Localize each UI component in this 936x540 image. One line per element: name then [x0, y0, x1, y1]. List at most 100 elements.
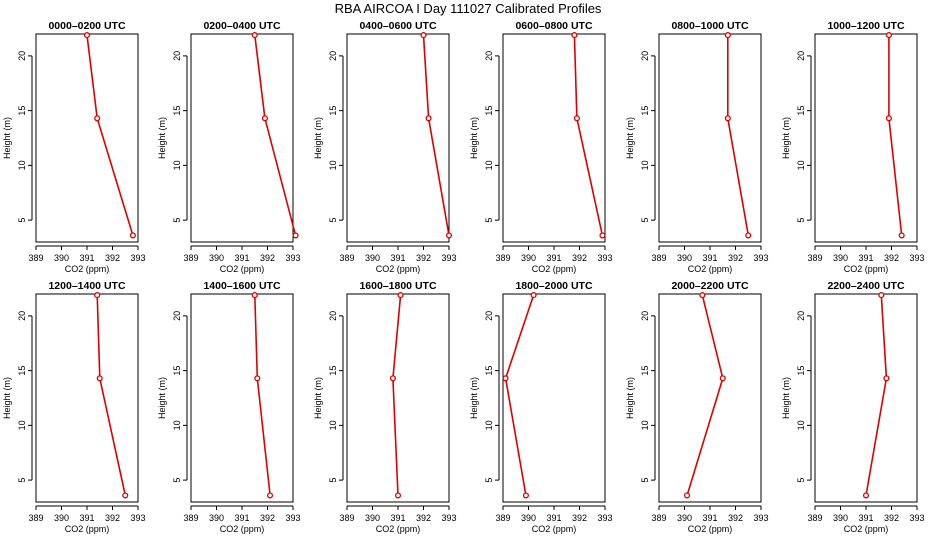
- panel-4: 0600–0800 UTC 389 390 391 392 393 CO2 (ppm) 5 10…: [469, 20, 613, 274]
- panel-title: 1800–2000 UTC: [515, 280, 592, 292]
- panel-title: 2000–2200 UTC: [671, 280, 748, 292]
- y-tick-label: 20: [484, 311, 494, 321]
- data-point: [425, 115, 432, 122]
- y-tick-label: 20: [17, 311, 27, 321]
- y-tick-label: 5: [17, 478, 27, 483]
- x-tick-label: 389: [28, 253, 43, 263]
- panel-title: 1400–1600 UTC: [203, 280, 280, 292]
- x-tick-label: 391: [858, 253, 873, 263]
- data-point: [420, 32, 427, 39]
- data-point: [878, 292, 885, 299]
- x-tick-label: 390: [365, 253, 380, 263]
- x-tick-label: 393: [441, 513, 456, 523]
- y-tick-label: 20: [17, 51, 27, 61]
- panel-title: 1200–1400 UTC: [48, 280, 125, 292]
- data-point: [599, 232, 606, 239]
- x-tick-label: 393: [753, 253, 768, 263]
- plot-frame: [658, 293, 762, 503]
- x-tick-label: 390: [677, 253, 692, 263]
- y-tick-label: 10: [328, 160, 338, 170]
- x-tick-label: 390: [209, 253, 224, 263]
- x-tick-label: 393: [909, 253, 924, 263]
- x-tick-label: 389: [339, 253, 354, 263]
- panel-title: 0800–1000 UTC: [671, 20, 748, 32]
- data-point: [129, 232, 136, 239]
- panel-12: 2200–2400 UTC 389 390 391 392 393 CO2 (ppm) 5 10…: [781, 280, 925, 534]
- x-tick-label: 392: [105, 253, 120, 263]
- y-tick-label: 15: [640, 106, 650, 116]
- y-tick-label: 15: [172, 366, 182, 376]
- x-tick-label: 391: [79, 513, 94, 523]
- x-tick-label: 389: [807, 253, 822, 263]
- plot-frame: [190, 33, 294, 243]
- x-tick-label: 389: [495, 253, 510, 263]
- y-tick-label: 10: [17, 420, 27, 430]
- y-axis-label: Height (m): [313, 117, 323, 159]
- y-tick-label: 5: [640, 218, 650, 223]
- y-tick-label: 15: [17, 366, 27, 376]
- y-tick-label: 10: [796, 420, 806, 430]
- data-point: [719, 375, 726, 382]
- profile-line: [888, 35, 903, 236]
- y-tick-label: 15: [640, 366, 650, 376]
- figure-title: RBA AIRCOA I Day 111027 Calibrated Profi…: [334, 1, 602, 16]
- plot-frame: [35, 33, 139, 243]
- y-tick-label: 20: [172, 51, 182, 61]
- panel-7: 1200–1400 UTC 389 390 391 392 393 CO2 (ppm) 5 10…: [2, 280, 146, 534]
- x-tick-label: 390: [677, 513, 692, 523]
- y-tick-label: 5: [640, 478, 650, 483]
- y-tick-label: 15: [172, 106, 182, 116]
- data-point: [251, 292, 258, 299]
- y-tick-label: 5: [484, 478, 494, 483]
- data-point: [251, 32, 258, 39]
- y-axis-label: Height (m): [781, 117, 791, 159]
- x-tick-label: 392: [416, 253, 431, 263]
- data-point: [254, 375, 261, 382]
- y-tick-label: 20: [172, 311, 182, 321]
- y-tick-label: 20: [640, 51, 650, 61]
- y-tick-label: 15: [484, 106, 494, 116]
- data-point: [573, 115, 580, 122]
- x-tick-label: 389: [339, 513, 354, 523]
- plot-frame: [502, 33, 606, 243]
- panel-11: 2000–2200 UTC 389 390 391 392 393 CO2 (ppm) 5 10…: [625, 280, 769, 534]
- x-tick-label: 393: [130, 253, 145, 263]
- panel-title: 0000–0200 UTC: [48, 20, 125, 32]
- y-tick-label: 10: [484, 160, 494, 170]
- profile-line: [392, 295, 402, 496]
- x-tick-label: 391: [546, 513, 561, 523]
- x-tick-label: 393: [597, 513, 612, 523]
- data-point: [724, 115, 731, 122]
- x-tick-label: 390: [54, 513, 69, 523]
- x-tick-label: 392: [572, 253, 587, 263]
- y-tick-label: 10: [796, 160, 806, 170]
- data-point: [683, 492, 691, 499]
- x-tick-label: 390: [833, 253, 848, 263]
- x-tick-label: 392: [572, 513, 587, 523]
- x-tick-label: 391: [390, 253, 405, 263]
- y-tick-label: 5: [796, 218, 806, 223]
- x-axis-label: CO2 (ppm): [65, 524, 110, 534]
- plot-frame: [346, 33, 450, 243]
- plot-frame: [658, 33, 762, 243]
- y-tick-label: 15: [484, 366, 494, 376]
- x-tick-label: 391: [234, 513, 249, 523]
- panel-title: 1000–1200 UTC: [827, 20, 904, 32]
- profile-line: [86, 35, 134, 236]
- panel-5: 0800–1000 UTC 389 390 391 392 393 CO2 (ppm) 5 10…: [625, 20, 769, 274]
- x-tick-label: 391: [858, 513, 873, 523]
- x-axis-label: CO2 (ppm): [220, 264, 265, 274]
- x-tick-label: 390: [521, 513, 536, 523]
- y-tick-label: 5: [172, 478, 182, 483]
- y-tick-label: 20: [484, 51, 494, 61]
- x-tick-label: 393: [285, 513, 300, 523]
- x-axis-label: CO2 (ppm): [688, 264, 733, 274]
- y-tick-label: 10: [328, 420, 338, 430]
- x-tick-label: 392: [260, 513, 275, 523]
- data-point: [885, 32, 892, 39]
- x-tick-label: 389: [28, 513, 43, 523]
- y-tick-label: 10: [640, 420, 650, 430]
- x-tick-label: 393: [285, 253, 300, 263]
- y-tick-label: 20: [328, 311, 338, 321]
